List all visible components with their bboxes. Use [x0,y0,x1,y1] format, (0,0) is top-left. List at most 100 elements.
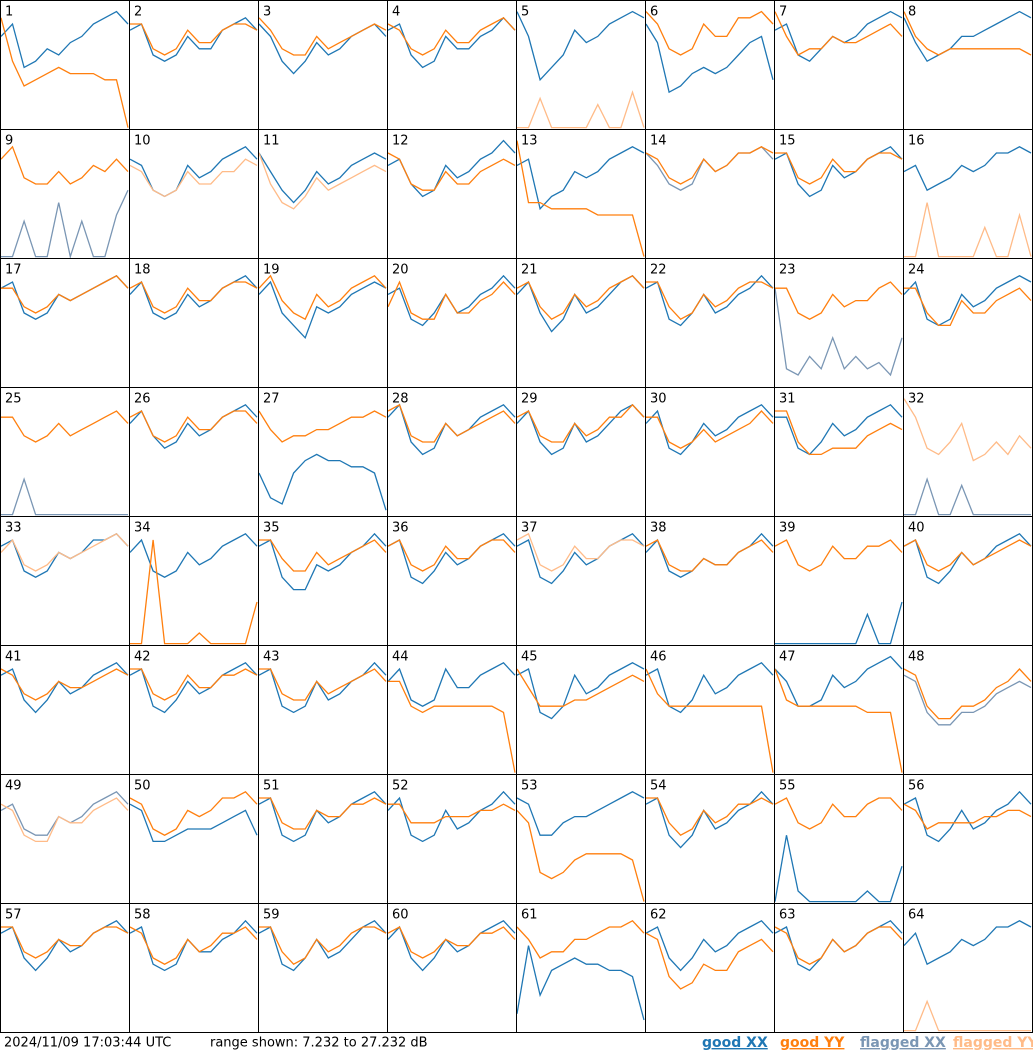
panel-title: 9 [5,134,13,149]
panel-title: 22 [650,263,667,278]
spectrum-line [645,668,774,773]
spectrum-line [387,790,516,843]
panel: 7 [774,5,903,63]
panel: 50 [129,779,258,843]
spectrum-line [775,410,903,456]
spectrum-line [775,281,903,320]
panel: 17 [0,263,129,320]
spectrum-line [645,919,774,972]
spectrum-line [516,919,645,959]
panel: 40 [903,521,1032,585]
panel-title: 59 [263,908,280,923]
panel: 25 [1,392,129,516]
panel-title: 37 [521,521,538,536]
panel-title: 35 [263,521,280,536]
panel: 58 [129,908,258,972]
spectrum-line [258,410,387,443]
spectrum-line [774,926,903,965]
panel: 38 [645,521,774,578]
spectrum-line [903,539,1032,572]
panel-title: 53 [521,779,538,794]
spectrum-line [646,281,774,321]
panel-title: 55 [779,779,796,794]
spectrum-line [129,926,258,965]
spectrum-line [516,146,645,211]
panel: 23 [774,263,903,377]
spectrum-line [903,790,1032,843]
spectrum-line [775,152,903,185]
panel-title: 14 [650,134,667,149]
spectrum-line [904,287,1032,327]
panel: 21 [516,263,645,333]
panel: 33 [0,521,129,578]
panel-title: 48 [908,650,925,665]
legend-entry: flagged YY [953,1035,1033,1051]
panel-title: 52 [392,779,409,794]
panel: 55 [774,779,903,903]
spectrum-line [0,17,129,128]
spectrum-line [516,140,645,257]
panel: 13 [516,134,645,257]
spectrum-line [516,945,645,1021]
panel-title: 3 [263,5,271,20]
panel: 15 [774,134,903,198]
spectrum-line [259,797,387,830]
panel-title: 61 [521,908,538,923]
panel: 1 [0,5,129,128]
panel-title: 45 [521,650,538,665]
spectrum-line [259,926,387,966]
panel: 8 [903,5,1032,63]
spectrum-line [645,23,774,94]
spectrum-line [0,661,129,714]
panel: 27 [258,392,387,511]
spectrum-line [1,477,128,516]
spectrum-line [387,661,516,707]
spectrum-line [904,477,1031,516]
spectrum-line [903,920,1032,966]
spectrum-line [645,539,774,572]
spectrum-line [258,17,387,56]
panel-title: 49 [5,779,22,794]
spectrum-line [129,16,258,62]
panel-title: 38 [650,521,667,536]
panel-title: 20 [392,263,409,278]
panel-title: 29 [521,392,538,407]
panel: 3 [258,5,387,75]
panel: 28 [387,392,516,456]
panel-title: 58 [134,908,151,923]
panel-title: 5 [521,5,529,20]
panel: 22 [645,263,774,327]
spectrum-line [0,919,129,972]
spectrum-line [129,803,258,843]
legend-entry: good XX [702,1035,768,1051]
spectrum-line [129,281,258,314]
panel: 2 [129,5,258,62]
spectrum-line [645,403,774,456]
spectrum-line [258,152,387,210]
panel-title: 16 [908,134,925,149]
spectrum-line [0,10,129,69]
panel: 10 [129,134,258,198]
spectrum-line [387,152,516,191]
panel: 44 [387,650,516,773]
panel-title: 10 [134,134,151,149]
spectrum-line [645,146,774,185]
panel-title: 21 [521,263,538,278]
panel: 41 [0,650,129,714]
legend-entry: flagged XX [860,1035,946,1051]
panel: 46 [645,650,774,773]
spectrum-line [645,790,774,849]
panel: 18 [129,263,258,320]
panel-title: 30 [650,392,667,407]
spectrum-line [387,926,516,959]
spectrum-line [0,532,129,572]
panel: 24 [903,263,1032,327]
spectrum-line [259,668,387,701]
panel-title: 46 [650,650,667,665]
spectrum-line [645,10,774,56]
spectrum-line [387,403,516,443]
panel: 35 [258,521,387,591]
spectrum-line [388,803,516,824]
panel-title: 62 [650,908,667,923]
